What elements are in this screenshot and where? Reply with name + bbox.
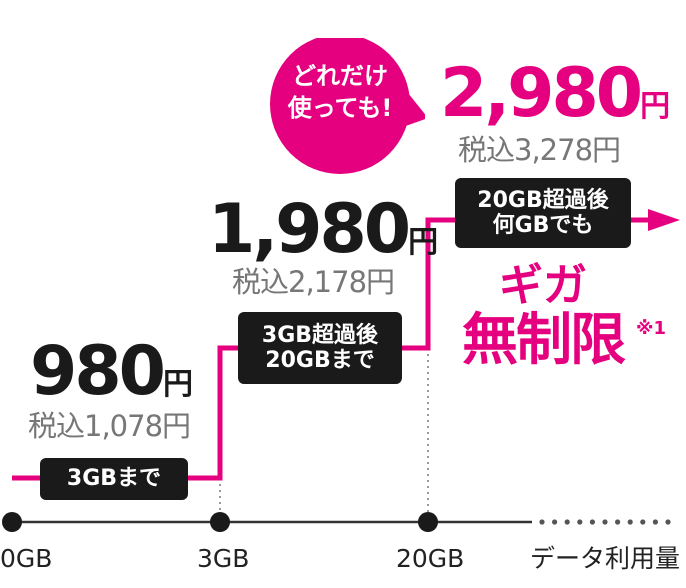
price-tier-2-amount: 1,980	[208, 190, 411, 269]
speech-bubble: どれだけ 使っても!	[260, 38, 425, 178]
tier-2-range-line-1: 3GB超過後	[261, 322, 379, 348]
tier-2-range-line-2: 20GBまで	[265, 348, 375, 373]
x-axis-continuation-dot	[615, 519, 621, 525]
tier-2-range-label: 3GB超過後 20GBまで	[238, 312, 402, 384]
price-tier-1-yen: 円	[162, 367, 193, 402]
x-tick-point	[2, 512, 22, 532]
x-axis-continuation-dot	[640, 519, 646, 525]
x-tick-label-1: 3GB	[197, 544, 250, 573]
price-tier-3-amount: 2,980	[440, 54, 643, 133]
x-axis-continuation-dot	[589, 519, 596, 525]
price-tier-2-yen: 円	[408, 225, 439, 260]
x-axis-label: データ利用量	[530, 544, 681, 573]
tier-3-range-line-2: 何GBでも	[492, 213, 594, 238]
tax-tier-2: 税込2,178円	[232, 265, 395, 299]
x-tick-label-2: 20GB	[396, 544, 465, 573]
tier-3-range-label: 20GB超過後 何GBでも	[455, 178, 631, 248]
unlimited-line-1: ギガ	[499, 260, 587, 311]
price-tier-3-yen: 円	[640, 89, 671, 124]
x-axis-continuation-dot	[564, 519, 570, 525]
tax-tier-1: 税込1,078円	[28, 409, 191, 443]
bubble-line-1: どれだけ	[292, 62, 388, 90]
price-tier-1-amount: 980	[30, 332, 166, 411]
price-tier-3: 2,980円	[440, 60, 670, 128]
tier-1-range-line-1: 3GBまで	[66, 466, 162, 492]
tax-tier-3: 税込3,278円	[458, 133, 621, 167]
x-axis-continuation-dot	[602, 519, 608, 525]
x-axis-continuation-dot	[577, 519, 583, 525]
price-tier-2: 1,980円	[208, 196, 438, 264]
x-tick-label-0: 0GB	[0, 544, 53, 573]
footnote-marker: ※1	[636, 318, 667, 339]
x-tick-point	[418, 512, 438, 532]
unlimited-label: ギガ 無制限	[448, 260, 638, 374]
x-axis-continuation-dot	[552, 519, 558, 525]
x-tick-point	[210, 512, 230, 532]
tier-1-range-label: 3GBまで	[40, 458, 188, 500]
step-arrowhead	[648, 209, 680, 231]
tier-3-range-line-1: 20GB超過後	[477, 187, 609, 213]
price-tier-1: 980円	[30, 338, 193, 406]
bubble-line-2: 使っても!	[287, 94, 393, 123]
x-axis-continuation-dot	[652, 519, 659, 525]
unlimited-line-2: 無制限	[462, 308, 626, 374]
x-axis-continuation-dot	[539, 519, 545, 525]
x-axis-continuation-dot	[665, 519, 671, 525]
x-axis-continuation-dot	[627, 519, 633, 525]
